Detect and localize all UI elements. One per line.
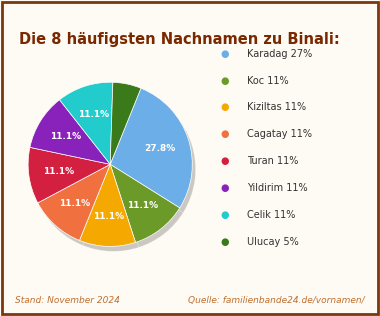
Wedge shape [63, 87, 116, 169]
Text: Cagatay 11%: Cagatay 11% [247, 129, 312, 139]
Text: Kiziltas 11%: Kiziltas 11% [247, 102, 306, 112]
Wedge shape [38, 164, 110, 240]
Wedge shape [114, 87, 144, 169]
Text: 11.1%: 11.1% [43, 167, 74, 176]
Wedge shape [110, 82, 141, 164]
Text: Celik 11%: Celik 11% [247, 210, 295, 220]
Wedge shape [32, 152, 114, 208]
Wedge shape [114, 169, 183, 247]
Wedge shape [41, 169, 114, 245]
Text: ●: ● [220, 129, 229, 139]
Text: ●: ● [220, 210, 229, 220]
Text: Ulucay 5%: Ulucay 5% [247, 237, 299, 247]
Text: Quelle: familienbande24.de/vornamen/: Quelle: familienbande24.de/vornamen/ [188, 296, 365, 305]
Text: ●: ● [220, 76, 229, 86]
Text: ●: ● [220, 156, 229, 166]
Text: Koc 11%: Koc 11% [247, 76, 289, 86]
Wedge shape [33, 105, 114, 169]
Wedge shape [110, 88, 192, 208]
Wedge shape [83, 169, 139, 251]
Text: Turan 11%: Turan 11% [247, 156, 298, 166]
Wedge shape [79, 164, 136, 246]
Wedge shape [30, 100, 110, 164]
Text: Stand: November 2024: Stand: November 2024 [15, 296, 120, 305]
Text: 27.8%: 27.8% [144, 143, 176, 153]
Text: ●: ● [220, 49, 229, 59]
Text: ●: ● [220, 102, 229, 112]
Text: ●: ● [220, 237, 229, 247]
Text: Yildirim 11%: Yildirim 11% [247, 183, 308, 193]
Text: 11.1%: 11.1% [127, 201, 158, 210]
Text: Die 8 häufigsten Nachnamen zu Binali:: Die 8 häufigsten Nachnamen zu Binali: [19, 32, 340, 46]
Wedge shape [60, 82, 113, 164]
Text: 11.1%: 11.1% [93, 212, 124, 221]
Text: 11.1%: 11.1% [60, 199, 90, 208]
Text: Karadag 27%: Karadag 27% [247, 49, 312, 59]
Text: ●: ● [220, 183, 229, 193]
Wedge shape [28, 147, 110, 203]
Text: 11.1%: 11.1% [78, 110, 109, 119]
Wedge shape [114, 93, 196, 213]
Wedge shape [110, 164, 180, 242]
Text: 11.1%: 11.1% [50, 132, 81, 141]
